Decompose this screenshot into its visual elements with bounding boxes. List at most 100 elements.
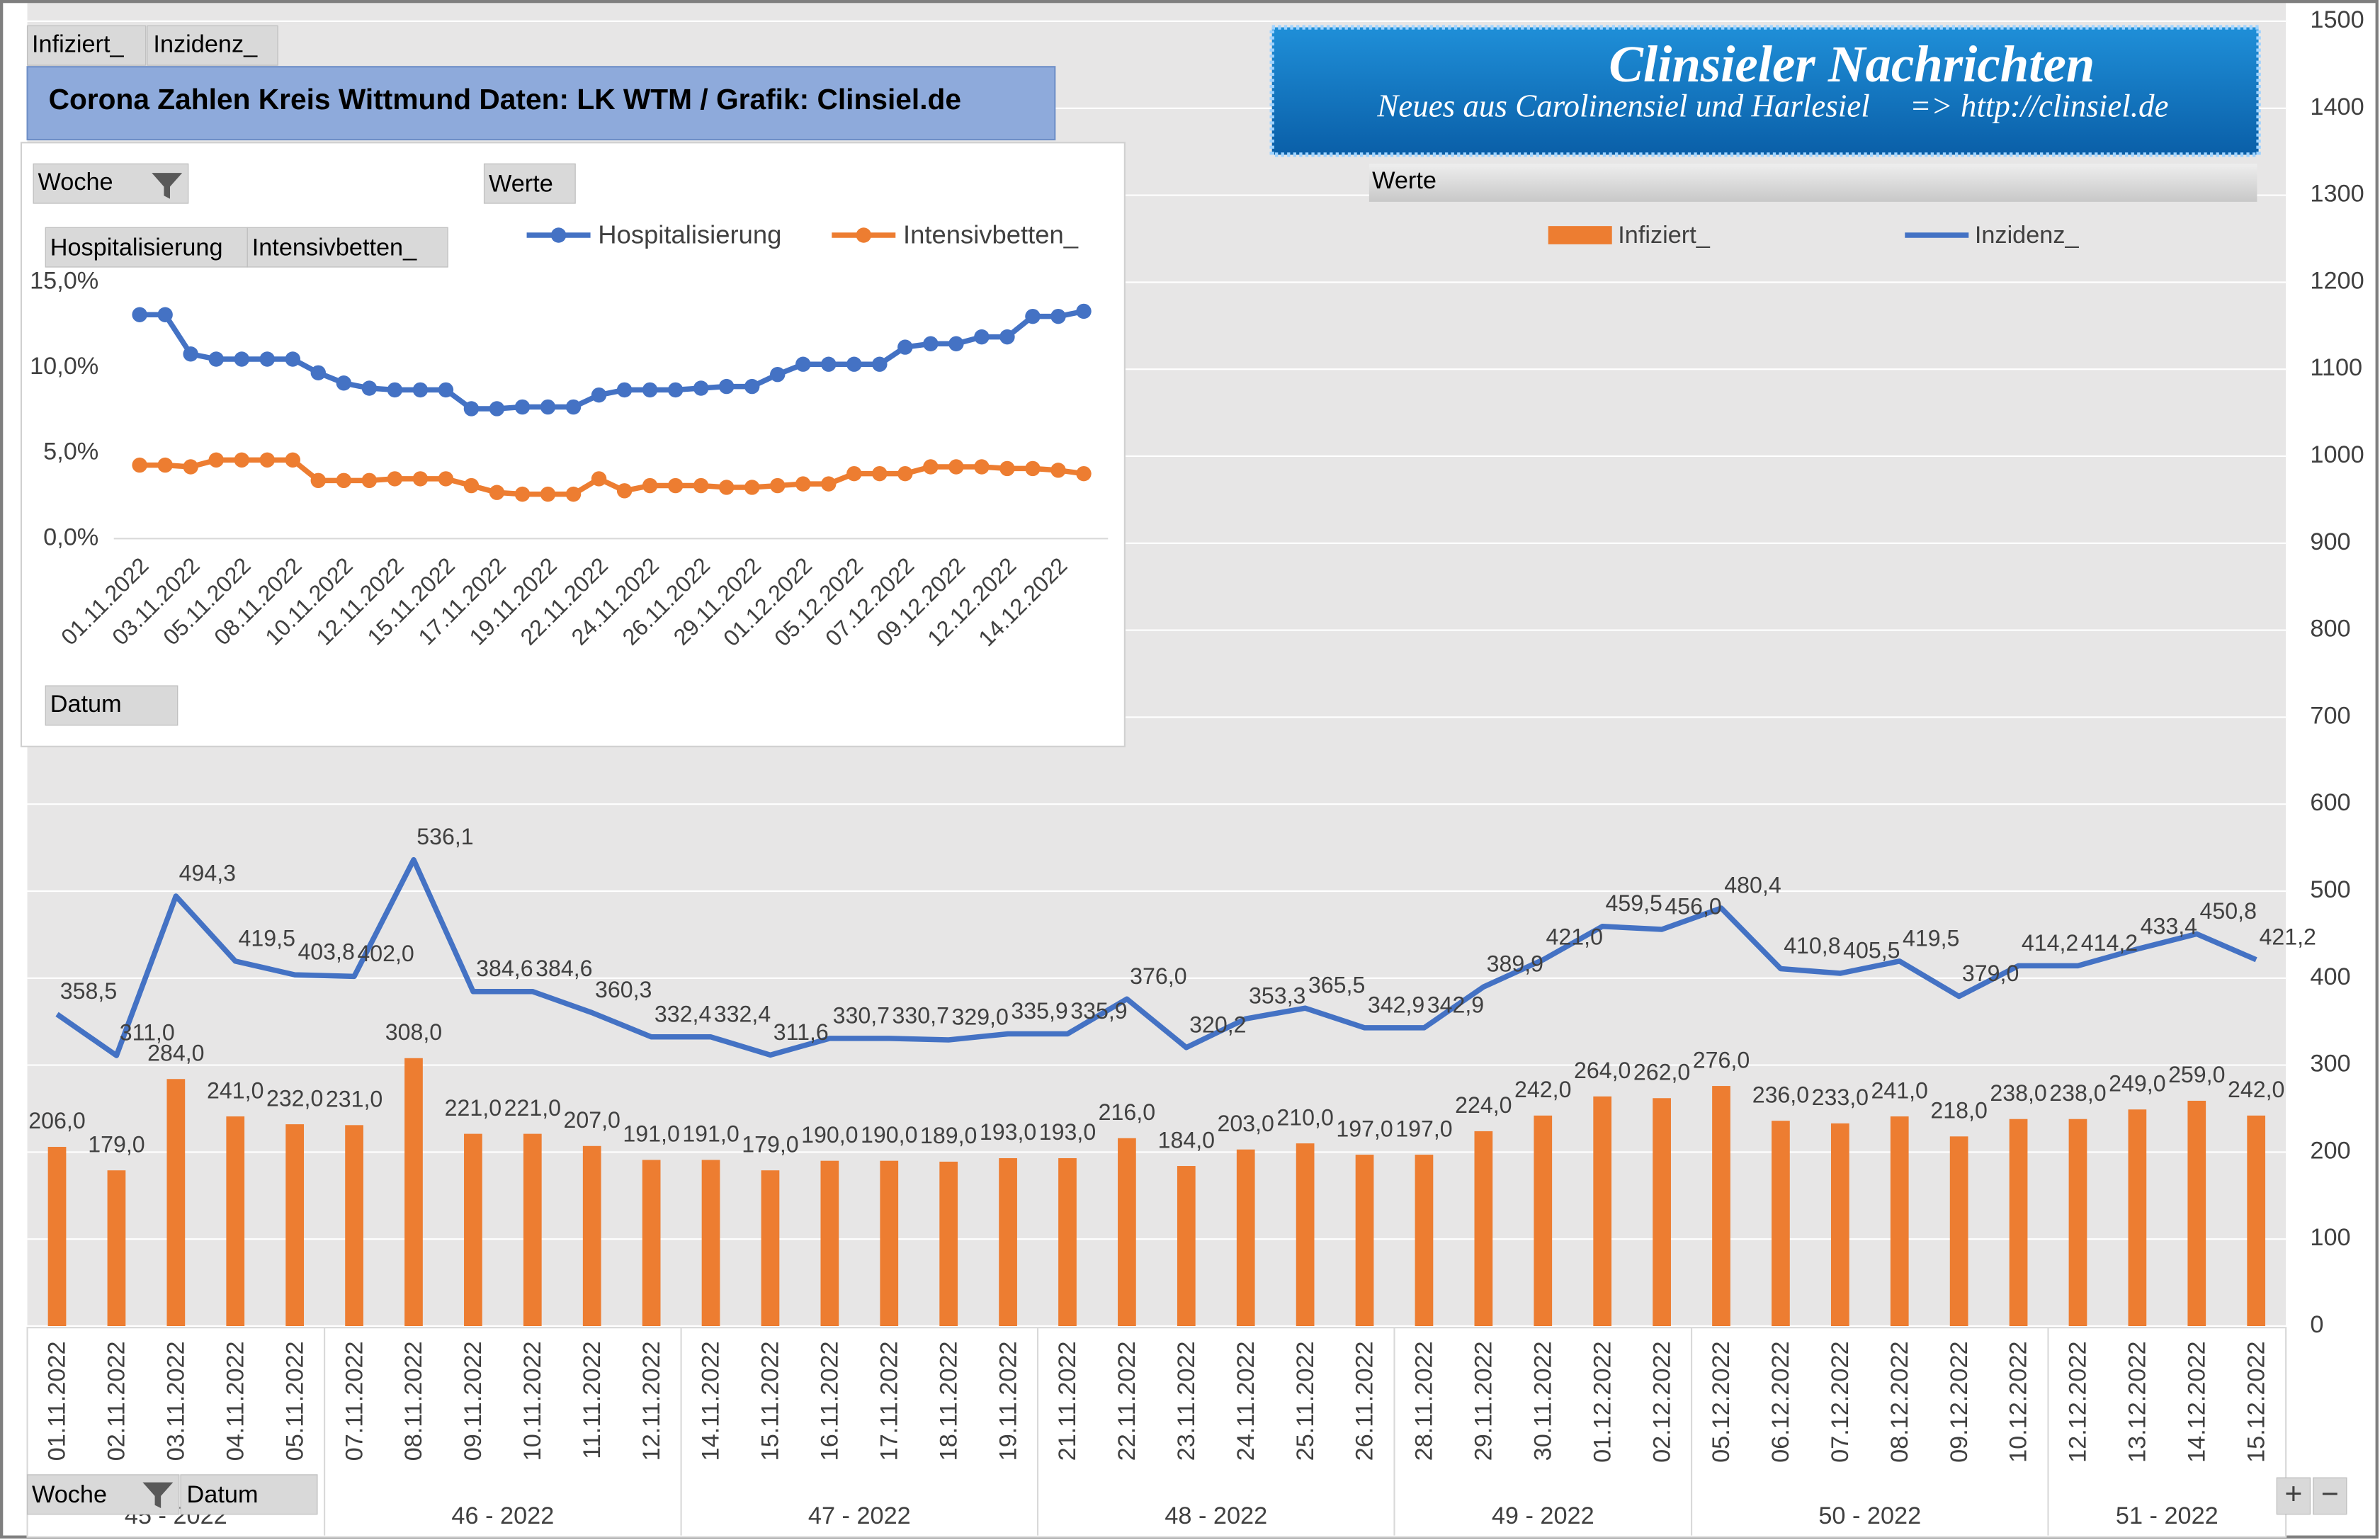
marker xyxy=(718,378,735,395)
marker xyxy=(872,465,888,482)
x-tick-label: 05.12.2022 xyxy=(1708,1341,1735,1462)
x-tick-label: 01.12.2022 xyxy=(1589,1341,1616,1462)
expand-button[interactable] xyxy=(2276,1477,2311,1515)
x-tick-label: 04.11.2022 xyxy=(222,1341,249,1461)
y-tick-label: 1100 xyxy=(2310,354,2362,381)
axis-field-button-label[interactable]: Datum xyxy=(187,1481,259,1508)
marker xyxy=(361,380,378,396)
data-label: 332,4 xyxy=(714,1001,771,1026)
x-tick-label: 11.11.2022 xyxy=(579,1341,606,1459)
field-button[interactable] xyxy=(246,227,448,268)
y-tick-label: 0,0% xyxy=(43,523,98,550)
legend-swatch xyxy=(1548,226,1612,244)
x-tick-label: 16.11.2022 xyxy=(817,1341,844,1461)
marker xyxy=(157,307,173,322)
marker xyxy=(412,382,429,398)
marker xyxy=(999,460,1015,477)
data-label: 335,9 xyxy=(1011,998,1067,1024)
x-tick-label: 25.11.2022 xyxy=(1292,1341,1319,1461)
marker xyxy=(438,471,454,487)
marker xyxy=(591,387,607,403)
marker xyxy=(923,459,939,475)
axis-field-button[interactable] xyxy=(180,1474,318,1515)
data-label: 403,8 xyxy=(298,939,354,965)
marker xyxy=(259,452,275,468)
x-tick-label: 19.11.2022 xyxy=(994,1341,1021,1461)
axis-field-button[interactable] xyxy=(45,685,178,726)
data-label: 332,4 xyxy=(654,1001,711,1026)
bar xyxy=(285,1124,305,1326)
filter-button[interactable] xyxy=(33,163,189,204)
marker xyxy=(565,399,582,415)
x-tick-label: 14.11.2022 xyxy=(698,1341,725,1461)
data-label: 284,0 xyxy=(147,1040,204,1065)
data-label: 249,0 xyxy=(2109,1070,2165,1096)
x-tick-label: 02.11.2022 xyxy=(103,1341,130,1461)
data-label: 342,9 xyxy=(1368,992,1424,1017)
values-field[interactable] xyxy=(1368,164,2257,202)
marker xyxy=(208,452,224,468)
values-field[interactable] xyxy=(483,163,576,204)
x-tick-label: 09.11.2022 xyxy=(460,1341,487,1461)
collapse-button-label[interactable]: − xyxy=(2321,1477,2339,1511)
x-tick-label: 01.11.2022 xyxy=(44,1341,71,1461)
field-button-label[interactable]: Hospitalisierung xyxy=(50,234,223,261)
marker xyxy=(132,457,147,473)
values-field-label[interactable]: Werte xyxy=(1372,167,1436,194)
bar xyxy=(345,1125,363,1326)
data-label: 365,5 xyxy=(1308,973,1365,998)
marker xyxy=(770,477,786,494)
marker xyxy=(821,356,837,372)
marker xyxy=(540,486,556,502)
bar xyxy=(226,1116,245,1326)
data-label: 191,0 xyxy=(682,1121,739,1147)
bar xyxy=(1296,1143,1315,1326)
marker xyxy=(897,339,913,355)
marker xyxy=(872,356,888,372)
filter-button-label[interactable]: Woche xyxy=(32,1481,107,1508)
expand-button-label[interactable]: + xyxy=(2284,1477,2302,1511)
x-axis-area xyxy=(26,1327,2287,1538)
data-label: 433,4 xyxy=(2141,913,2197,939)
bar xyxy=(2187,1100,2206,1326)
x-tick-label: 14.12.2022 xyxy=(2183,1341,2210,1462)
data-label: 184,0 xyxy=(1158,1127,1215,1153)
marker xyxy=(565,486,582,502)
y-tick-label: 400 xyxy=(2310,963,2350,990)
bar xyxy=(2247,1115,2266,1326)
marker xyxy=(183,346,198,362)
data-label: 414,2 xyxy=(2022,930,2078,956)
data-label: 450,8 xyxy=(2200,898,2257,924)
bar xyxy=(1890,1116,1909,1326)
field-button[interactable] xyxy=(26,25,147,66)
marker xyxy=(718,480,735,495)
data-label: 308,0 xyxy=(385,1019,442,1045)
field-button[interactable] xyxy=(147,25,278,66)
bar xyxy=(701,1160,720,1326)
values-field-label[interactable]: Werte xyxy=(489,170,553,197)
data-label: 233,0 xyxy=(1812,1085,1869,1110)
data-label: 189,0 xyxy=(920,1123,977,1148)
bar xyxy=(1474,1131,1493,1326)
group-label: 47 - 2022 xyxy=(808,1502,911,1529)
data-label: 190,0 xyxy=(801,1122,858,1148)
data-label: 238,0 xyxy=(2049,1080,2106,1106)
field-button-label[interactable]: Infiziert_ xyxy=(32,30,124,57)
bar xyxy=(1949,1136,1968,1326)
data-label: 389,9 xyxy=(1487,951,1543,977)
field-button-label[interactable]: Inzidenz_ xyxy=(153,30,258,57)
data-label: 216,0 xyxy=(1099,1099,1155,1125)
data-label: 259,0 xyxy=(2168,1062,2225,1087)
x-tick-label: 05.11.2022 xyxy=(281,1341,308,1461)
field-button[interactable] xyxy=(45,227,248,268)
marker xyxy=(642,477,658,494)
x-tick-label: 23.11.2022 xyxy=(1173,1341,1200,1461)
collapse-button[interactable] xyxy=(2313,1477,2347,1515)
axis-field-button-label[interactable]: Datum xyxy=(50,691,122,718)
y-tick-label: 200 xyxy=(2310,1137,2350,1164)
data-label: 405,5 xyxy=(1843,938,1900,963)
data-label: 238,0 xyxy=(1990,1080,2046,1106)
logo-title: Clinsieler Nachrichten xyxy=(1609,35,2095,93)
filter-button-label[interactable]: Woche xyxy=(38,169,113,196)
field-button-label[interactable]: Intensivbetten_ xyxy=(252,234,417,261)
